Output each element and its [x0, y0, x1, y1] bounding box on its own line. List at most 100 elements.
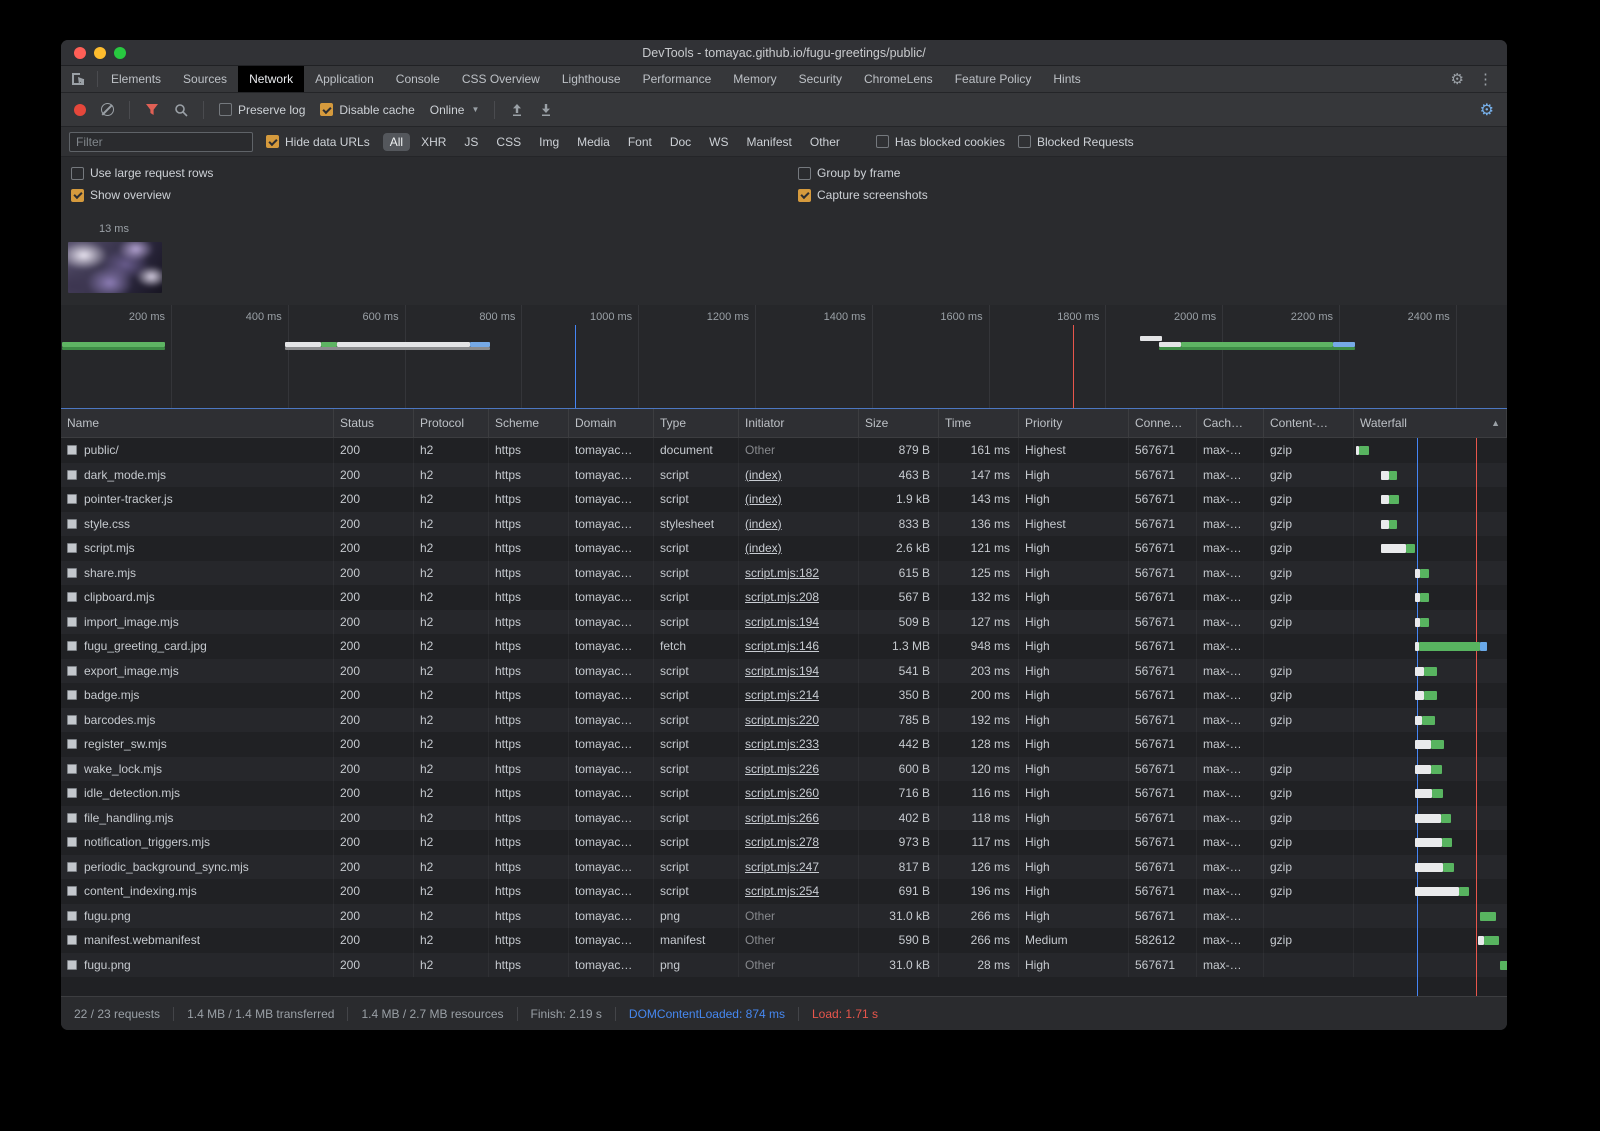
table-row[interactable]: pointer-tracker.js 200 h2 https tomayac… scri…	[61, 487, 1507, 512]
column-header-protocol[interactable]: Protocol	[414, 409, 489, 437]
column-header-initiator[interactable]: Initiator	[739, 409, 859, 437]
table-row[interactable]: manifest.webmanifest 200 h2 https tomayac… ma…	[61, 928, 1507, 953]
close-window-button[interactable]	[74, 47, 86, 59]
tab-css-overview[interactable]: CSS Overview	[461, 72, 540, 86]
table-row[interactable]: dark_mode.mjs 200 h2 https tomayac… script (in…	[61, 462, 1507, 487]
more-menu-icon[interactable]: ⋮	[1478, 71, 1493, 88]
filter-chip-all[interactable]: All	[382, 132, 411, 151]
filter-toggle-icon[interactable]	[145, 103, 159, 116]
table-row[interactable]: fugu_greeting_card.jpg 200 h2 https tomayac……	[61, 634, 1507, 659]
table-row[interactable]: fugu.png 200 h2 https tomayac… png Other 31.0 k…	[61, 952, 1507, 977]
table-row[interactable]: import_image.mjs 200 h2 https tomayac… script…	[61, 609, 1507, 634]
initiator-link[interactable]: script.mjs:247	[745, 859, 820, 874]
use-large-request-rows-checkbox[interactable]: Use large request rows	[71, 166, 798, 180]
initiator-link[interactable]: script.mjs:208	[745, 590, 820, 604]
table-row[interactable]: public/200 h2 https tomayac… document Other 87…	[61, 438, 1507, 463]
filter-chip-manifest[interactable]: Manifest	[746, 134, 792, 149]
table-row[interactable]: share.mjs 200 h2 https tomayac… script script.…	[61, 560, 1507, 585]
initiator-link[interactable]: (index)	[745, 541, 782, 555]
filter-chip-other[interactable]: Other	[809, 134, 840, 149]
column-header-waterfall[interactable]: Waterfall ▲	[1354, 409, 1507, 437]
initiator-link[interactable]: script.mjs:266	[745, 810, 820, 825]
table-row[interactable]: file_handling.mjs 200 h2 https tomayac… scrip…	[61, 805, 1507, 830]
tab-performance[interactable]: Performance	[642, 72, 712, 86]
capture-screenshots-checkbox[interactable]: Capture screenshots	[798, 188, 1497, 202]
filter-input[interactable]	[69, 131, 253, 152]
table-row[interactable]: export_image.mjs 200 h2 https tomayac… script…	[61, 658, 1507, 683]
import-har-icon[interactable]	[510, 103, 524, 117]
filter-chip-doc[interactable]: Doc	[669, 134, 692, 149]
initiator-link[interactable]: (index)	[745, 492, 782, 506]
hide-data-urls-checkbox[interactable]: Hide data URLs	[266, 135, 370, 149]
column-header-priority[interactable]: Priority	[1019, 409, 1129, 437]
column-header-status[interactable]: Status	[334, 409, 414, 437]
filter-chip-ws[interactable]: WS	[709, 134, 729, 149]
table-row[interactable]: register_sw.mjs 200 h2 https tomayac… script s…	[61, 732, 1507, 757]
tab-chromelens[interactable]: ChromeLens	[863, 72, 933, 86]
table-row[interactable]: notification_triggers.mjs 200 h2 https tomay…	[61, 830, 1507, 855]
column-header-conne[interactable]: Conne…	[1129, 409, 1197, 437]
tab-lighthouse[interactable]: Lighthouse	[561, 72, 621, 86]
initiator-link[interactable]: script.mjs:214	[745, 688, 820, 702]
filter-chip-img[interactable]: Img	[539, 134, 560, 149]
filter-chip-js[interactable]: JS	[464, 134, 479, 149]
filter-chip-media[interactable]: Media	[577, 134, 610, 149]
initiator-link[interactable]: (index)	[745, 516, 782, 531]
column-header-cach[interactable]: Cach…	[1197, 409, 1264, 437]
table-row[interactable]: script.mjs 200 h2 https tomayac… script (index…	[61, 536, 1507, 561]
settings-icon[interactable]: ⚙	[1450, 71, 1464, 88]
initiator-link[interactable]: script.mjs:278	[745, 835, 820, 849]
tab-security[interactable]: Security	[798, 72, 842, 86]
record-network-log-button[interactable]	[74, 103, 86, 116]
tab-console[interactable]: Console	[395, 72, 440, 86]
column-header-time[interactable]: Time	[939, 409, 1019, 437]
filter-chip-font[interactable]: Font	[627, 134, 652, 149]
network-overview-timeline[interactable]: 200 ms 400 ms 600 ms 800 ms 1000 ms 1200 ms 14…	[61, 305, 1507, 408]
initiator-link[interactable]: (index)	[745, 467, 782, 482]
table-row[interactable]: clipboard.mjs 200 h2 https tomayac… script scr…	[61, 585, 1507, 610]
table-row[interactable]: fugu.png 200 h2 https tomayac… png Other 31.0 k…	[61, 903, 1507, 928]
screenshot-thumbnail[interactable]	[68, 242, 162, 293]
tab-application[interactable]: Application	[315, 72, 374, 86]
initiator-link[interactable]: script.mjs:220	[745, 712, 820, 727]
initiator-link[interactable]: script.mjs:226	[745, 761, 820, 776]
table-row[interactable]: periodic_background_sync.mjs 200 h2 https to…	[61, 854, 1507, 879]
search-icon[interactable]	[174, 103, 188, 117]
initiator-link[interactable]: script.mjs:254	[745, 884, 820, 898]
table-row[interactable]: badge.mjs 200 h2 https tomayac… script script.…	[61, 683, 1507, 708]
column-header-domain[interactable]: Domain	[569, 409, 654, 437]
column-header-content[interactable]: Content-…	[1264, 409, 1354, 437]
tab-hints[interactable]: Hints	[1053, 72, 1081, 86]
throttling-select[interactable]: Online ▼	[430, 103, 480, 117]
initiator-link[interactable]: script.mjs:146	[745, 639, 820, 653]
table-row[interactable]: wake_lock.mjs 200 h2 https tomayac… script scr…	[61, 756, 1507, 781]
network-conditions-gear-icon[interactable]: ⚙	[1479, 101, 1494, 119]
tab-network[interactable]: Network	[238, 66, 305, 92]
column-header-type[interactable]: Type	[654, 409, 739, 437]
preserve-log-checkbox[interactable]: Preserve log	[219, 103, 305, 117]
zoom-window-button[interactable]	[114, 47, 126, 59]
table-row[interactable]: content_indexing.mjs 200 h2 https tomayac… sc…	[61, 879, 1507, 904]
disable-cache-checkbox[interactable]: Disable cache	[320, 103, 415, 117]
clear-network-log-icon[interactable]	[101, 103, 114, 116]
initiator-link[interactable]: script.mjs:194	[745, 663, 820, 678]
initiator-link[interactable]: script.mjs:233	[745, 737, 820, 751]
table-row[interactable]: style.css 200 h2 https tomayac… stylesheet (in…	[61, 511, 1507, 536]
blocked-requests-checkbox[interactable]: Blocked Requests	[1017, 135, 1134, 149]
show-overview-checkbox[interactable]: Show overview	[71, 188, 798, 202]
tab-feature-policy[interactable]: Feature Policy	[954, 72, 1032, 86]
minimize-window-button[interactable]	[94, 47, 106, 59]
column-header-scheme[interactable]: Scheme	[489, 409, 569, 437]
filter-chip-css[interactable]: CSS	[496, 134, 522, 149]
sort-arrow-icon[interactable]: ▲	[1491, 418, 1500, 428]
column-header-name[interactable]: Name	[61, 409, 334, 437]
initiator-link[interactable]: script.mjs:182	[745, 565, 820, 580]
tab-sources[interactable]: Sources	[183, 72, 228, 86]
export-har-icon[interactable]	[539, 103, 553, 117]
initiator-link[interactable]: script.mjs:260	[745, 786, 820, 800]
filter-chip-xhr[interactable]: XHR	[421, 134, 447, 149]
column-header-size[interactable]: Size	[859, 409, 939, 437]
tab-elements[interactable]: Elements	[111, 72, 162, 86]
initiator-link[interactable]: script.mjs:194	[745, 614, 820, 629]
table-row[interactable]: idle_detection.mjs 200 h2 https tomayac… scri…	[61, 781, 1507, 806]
